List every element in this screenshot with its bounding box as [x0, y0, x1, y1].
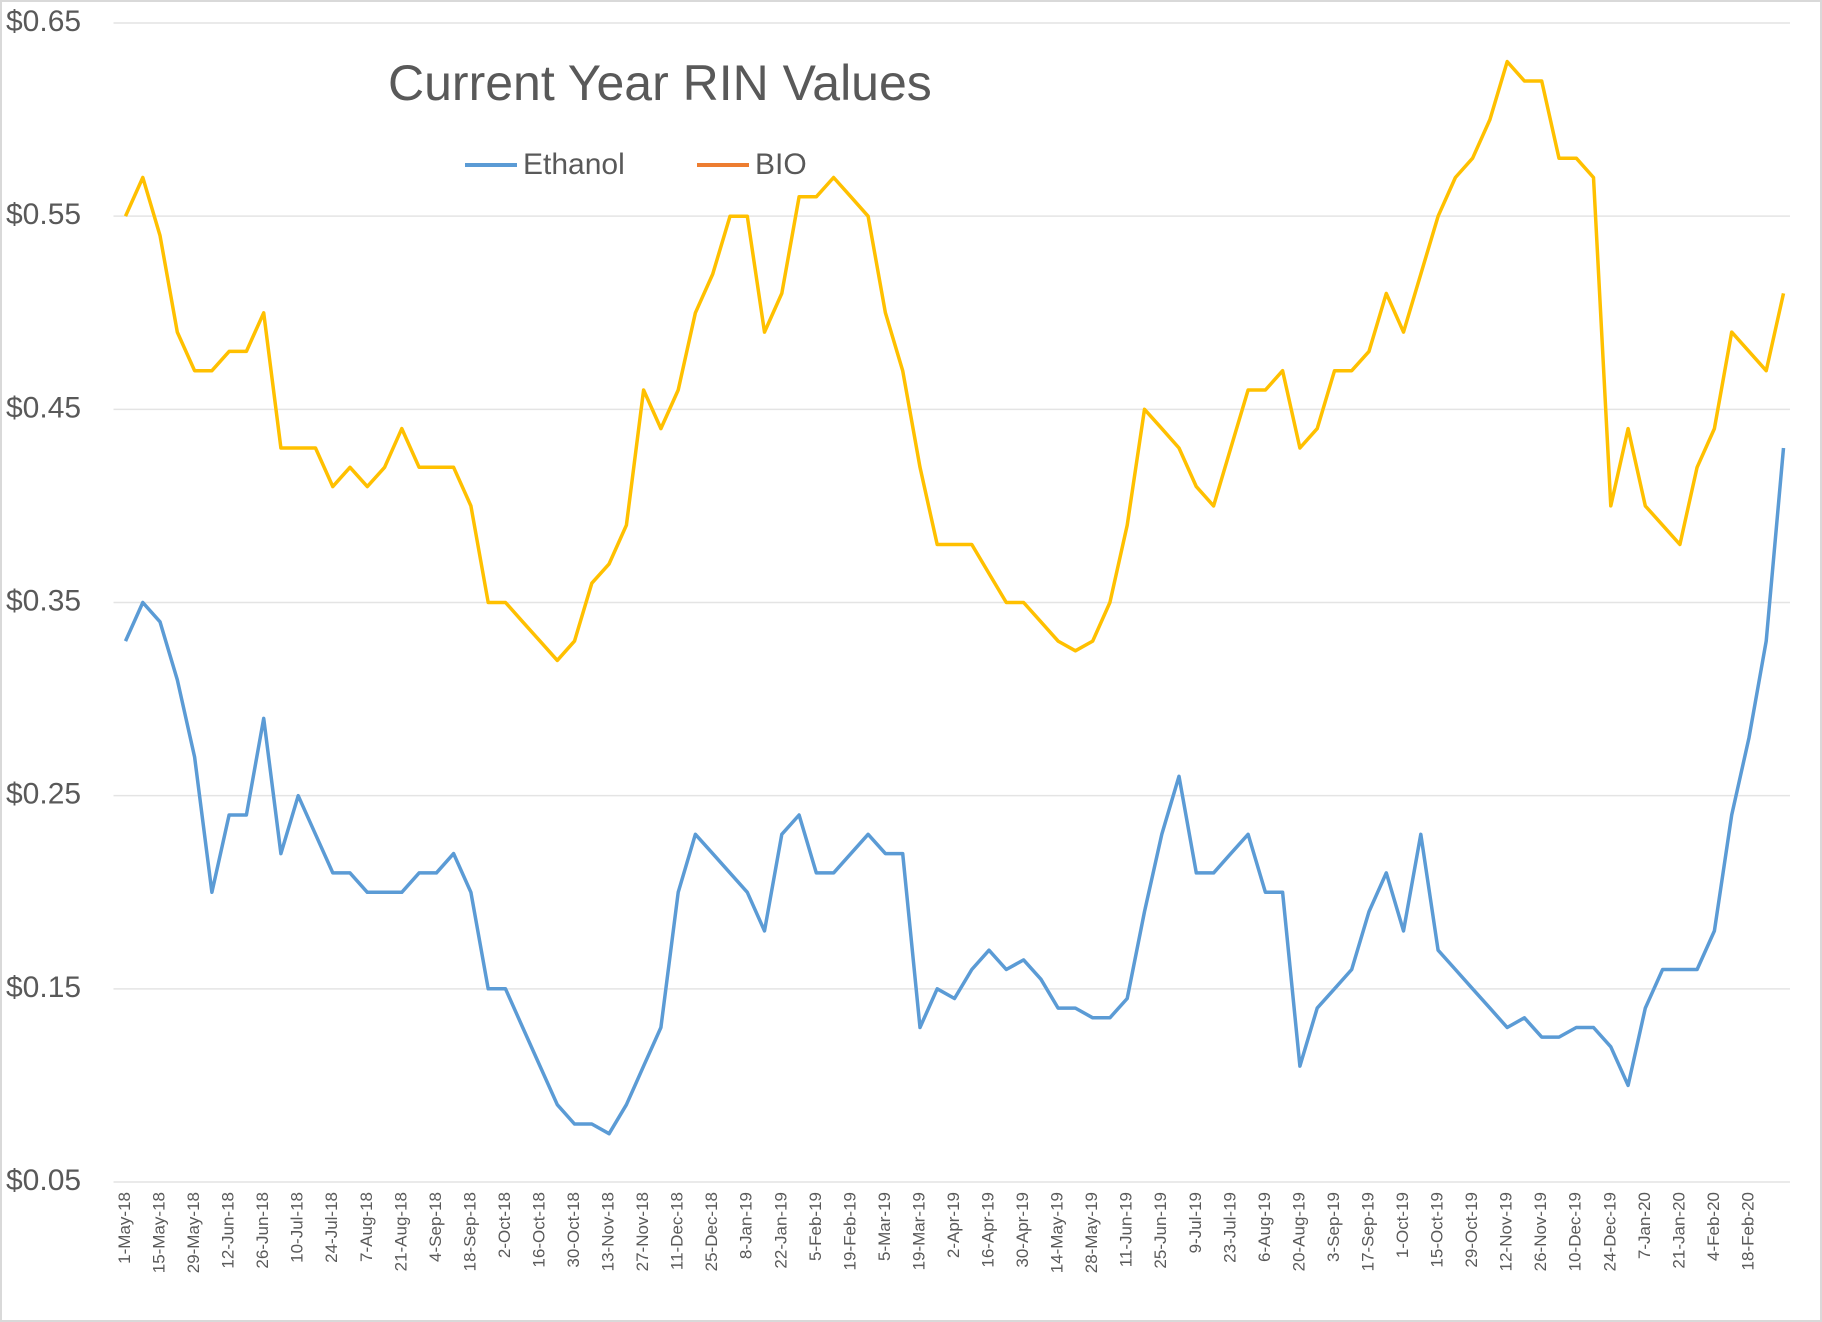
x-tick-label: 26-Nov-19 — [1531, 1192, 1550, 1271]
x-tick-label: 2-Apr-19 — [944, 1192, 963, 1258]
x-tick-label: 16-Apr-19 — [979, 1192, 998, 1268]
x-tick-label: 22-Jan-19 — [771, 1192, 790, 1269]
series-line — [123, 447, 1786, 1136]
x-tick-label: 11-Dec-18 — [668, 1192, 687, 1270]
x-tick-label: 29-Oct-19 — [1462, 1192, 1481, 1268]
x-tick-label: 24-Dec-19 — [1600, 1192, 1619, 1271]
x-tick-label: 7-Aug-18 — [357, 1192, 376, 1262]
x-tick-label: 19-Feb-19 — [840, 1192, 859, 1270]
x-tick-label: 3-Sep-19 — [1324, 1192, 1343, 1262]
x-tick-label: 28-May-19 — [1082, 1192, 1101, 1273]
x-tick-label: 16-Oct-18 — [529, 1192, 548, 1268]
x-tick-label: 30-Oct-18 — [564, 1192, 583, 1268]
x-tick-label: 4-Feb-20 — [1704, 1192, 1723, 1261]
x-tick-label: 1-May-18 — [115, 1192, 134, 1264]
x-tick-label: 30-Apr-19 — [1013, 1192, 1032, 1268]
x-tick-label: 21-Jan-20 — [1669, 1192, 1688, 1269]
x-tick-label: 21-Aug-18 — [391, 1192, 410, 1271]
x-tick-label: 18-Feb-20 — [1738, 1192, 1757, 1270]
x-tick-label: 18-Sep-18 — [460, 1192, 479, 1271]
x-tick-label: 10-Jul-18 — [288, 1192, 307, 1263]
x-tick-label: 20-Aug-19 — [1289, 1192, 1308, 1271]
x-tick-label: 27-Nov-18 — [633, 1192, 652, 1271]
x-tick-label: 8-Jan-19 — [737, 1192, 756, 1259]
x-tick-label: 10-Dec-19 — [1566, 1192, 1585, 1271]
x-tick-label: 11-Jun-19 — [1117, 1192, 1136, 1267]
y-tick-label: $0.25 — [6, 778, 81, 811]
y-tick-label: $0.65 — [6, 5, 81, 38]
x-tick-label: 1-Oct-19 — [1393, 1192, 1412, 1258]
x-tick-label: 5-Mar-19 — [875, 1192, 894, 1261]
x-tick-label: 9-Jul-19 — [1186, 1192, 1205, 1253]
x-tick-label: 12-Nov-19 — [1497, 1192, 1516, 1271]
y-tick-label: $0.35 — [6, 584, 81, 617]
x-tick-label: 17-Sep-19 — [1358, 1192, 1377, 1271]
x-tick-label: 15-Oct-19 — [1428, 1192, 1447, 1268]
x-tick-label: 13-Nov-18 — [599, 1192, 618, 1271]
x-tick-label: 14-May-19 — [1048, 1192, 1067, 1273]
series-line — [123, 59, 1786, 663]
x-tick-label: 26-Jun-18 — [253, 1192, 272, 1269]
x-tick-label: 24-Jul-18 — [322, 1192, 341, 1263]
x-tick-label: 5-Feb-19 — [806, 1192, 825, 1261]
x-tick-label: 7-Jan-20 — [1635, 1192, 1654, 1259]
x-tick-label: 23-Jul-19 — [1220, 1192, 1239, 1263]
y-tick-label: $0.45 — [6, 391, 81, 424]
y-tick-label: $0.05 — [6, 1164, 81, 1197]
legend-label: BIO — [755, 148, 807, 181]
y-tick-label: $0.15 — [6, 971, 81, 1004]
y-tick-label: $0.55 — [6, 198, 81, 231]
x-tick-label: 25-Dec-18 — [702, 1192, 721, 1271]
x-tick-label: 19-Mar-19 — [909, 1192, 928, 1270]
x-tick-label: 25-Jun-19 — [1151, 1192, 1170, 1269]
x-tick-label: 12-Jun-18 — [219, 1192, 238, 1269]
chart-title: Current Year RIN Values — [388, 55, 932, 111]
x-tick-label: 15-May-18 — [150, 1192, 169, 1273]
x-tick-label: 2-Oct-18 — [495, 1192, 514, 1258]
legend-label: Ethanol — [523, 148, 625, 181]
x-tick-label: 6-Aug-19 — [1255, 1192, 1274, 1262]
x-tick-label: 29-May-18 — [184, 1192, 203, 1273]
x-tick-label: 4-Sep-18 — [426, 1192, 445, 1262]
